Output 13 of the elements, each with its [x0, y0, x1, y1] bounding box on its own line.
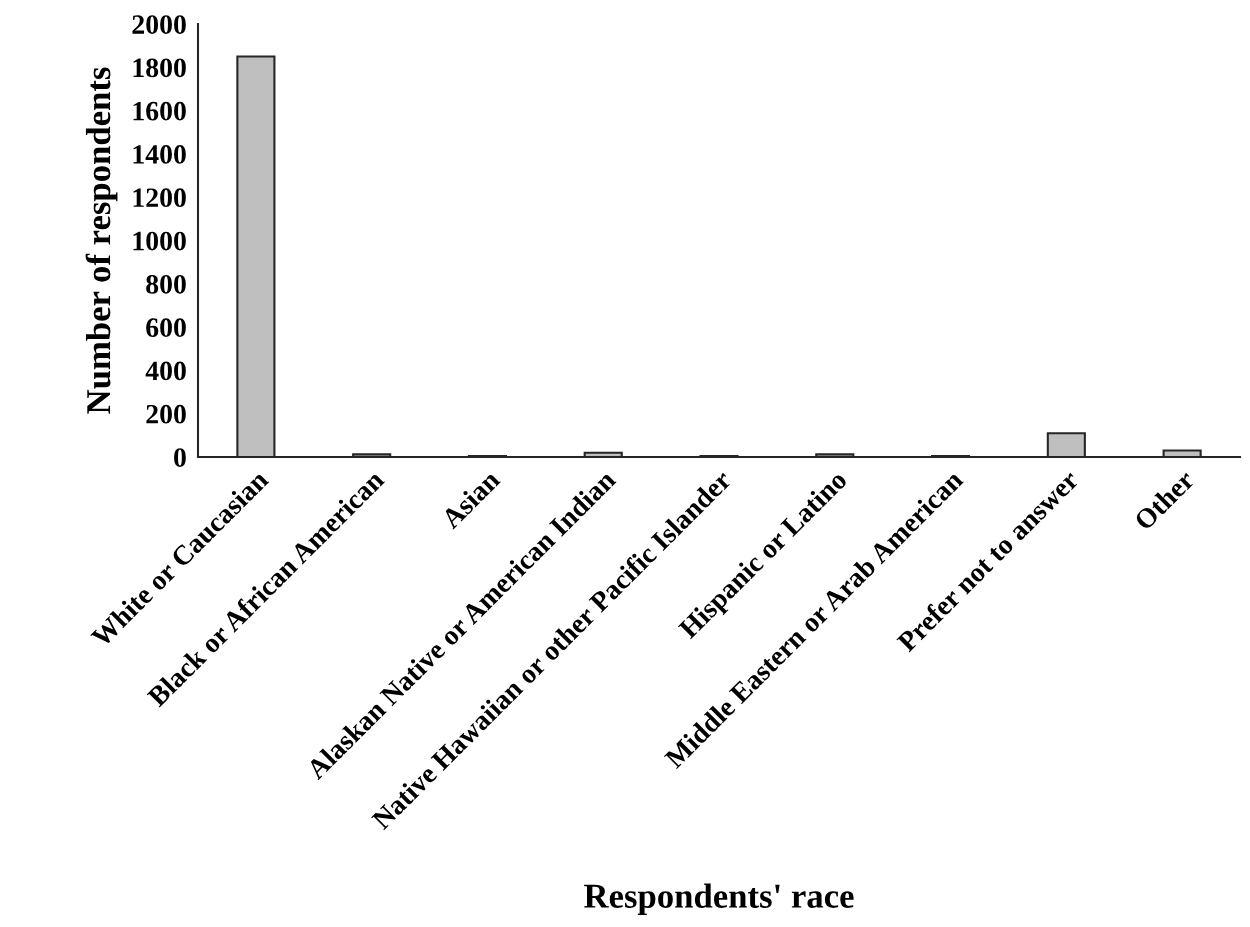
y-tick-label: 200	[146, 404, 186, 424]
y-tick-label: 1200	[133, 188, 186, 208]
y-tick-label: 1600	[133, 101, 186, 121]
y-tick-label: 1800	[133, 58, 186, 78]
y-tick-label: 800	[146, 274, 186, 294]
y-tick-label: 1000	[133, 231, 186, 251]
y-tick-label: 1400	[133, 145, 186, 164]
y-tick-label: 2000	[132, 15, 186, 34]
y-tick-label: 600	[146, 318, 186, 338]
y-axis-title: Number of respondents	[85, 67, 118, 414]
y-tick-label: 0	[174, 448, 186, 467]
x-axis-title: Respondents' race	[584, 883, 854, 915]
y-tick-label: 400	[145, 361, 186, 381]
